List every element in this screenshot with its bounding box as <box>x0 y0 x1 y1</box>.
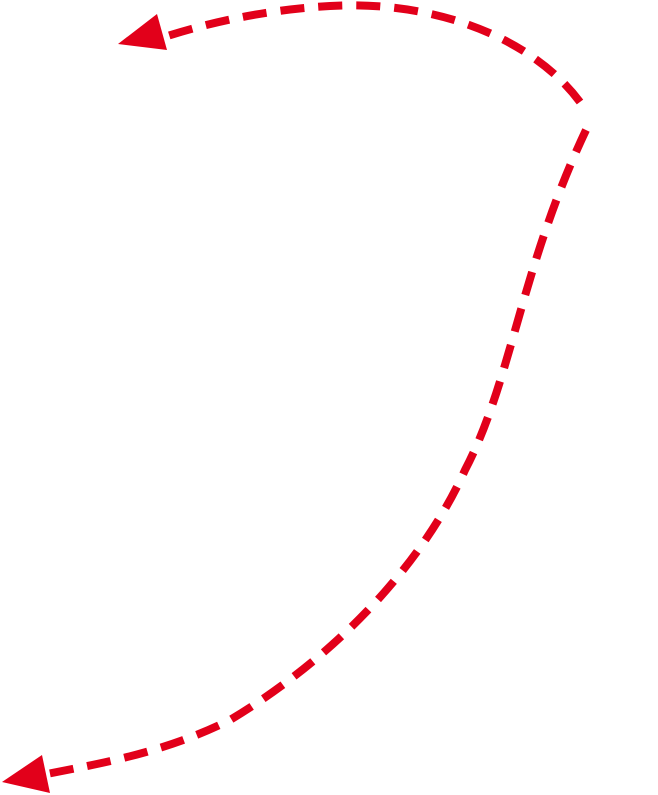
lower-arrow-line <box>41 128 590 779</box>
lower-arrowhead-icon <box>2 755 50 793</box>
upper-arrow-line <box>153 1 584 105</box>
upper-arrowhead-icon <box>118 14 167 50</box>
